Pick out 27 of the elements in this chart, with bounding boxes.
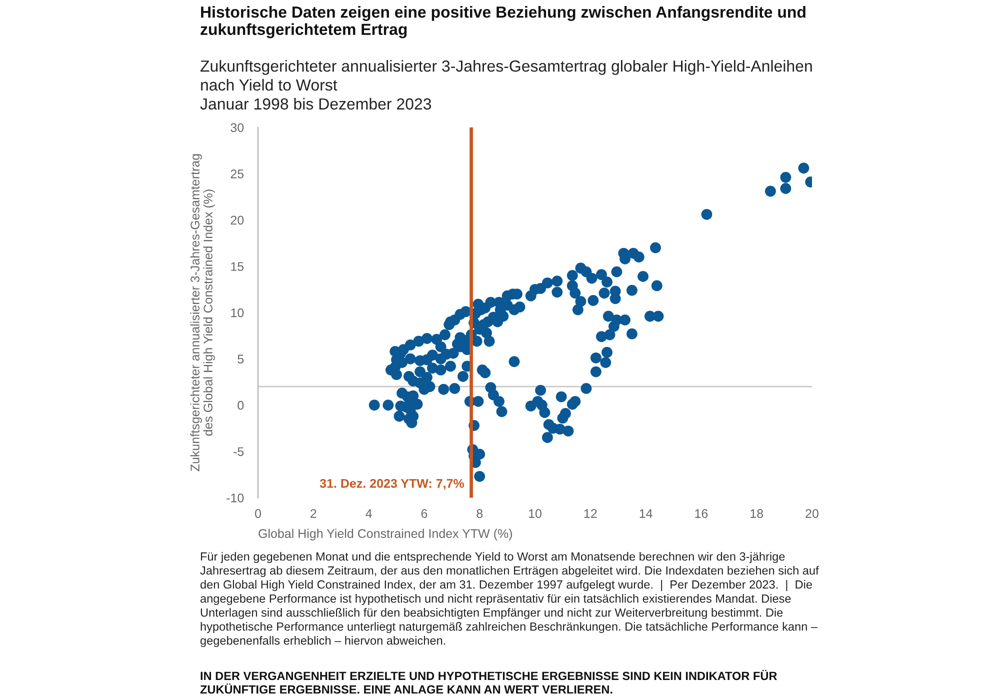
x-tick-label: 0 [255,509,261,518]
text: Für jeden gegebenen Monat und die entsprechende Yield to Worst am Monatsende berechnen wir den 3-jährige Jahresertrag ab diesem Zeitraum, der aus den monatlichen Erträgen abgeleitet wird. Die Indexdaten beziehen sich auf den Global High Yield Constrained Index, der am 31. Dezember 1997 aufgelegt wurde. | Per Dezember 2023. | Die angegebene Performance ist hypothetisch und nicht repräsentativ für ein tatsächlich existierendes Mandat. Diese Unterlagen sind ausschließlich für den beabsichtigten Empfänger und nicht zur Weiterverbreitung bestimmt. Die hypothetische Performance unterliegt naturgemäß zahlreichen Beschränkungen. Die tatsächliche Performance kann – gegebenenfalls erheblich – hiervon abweichen. [200,552,819,648]
x-tick-label: 12 [584,509,597,518]
x-tick-label: 10 [529,509,542,518]
x-tick-label: 8 [476,509,483,518]
x-tick-label: 20 [806,509,818,518]
y-tick-label: 5 [238,354,244,364]
y-tick-label: 25 [230,169,244,178]
y-tick-label: 15 [231,262,244,271]
chart-subtitle: Zukunftsgerichteter annualisierter 3-Jahres-Gesamtertrag globaler High-Yield-Anleihen nach Yield to Worst Januar 1998 bis Dezember 2023 [200,60,812,110]
y-axis-title: Zukunftsgerichteter annualisierter 3-Jahres-Gesamtertrag des Global High Yield Constrained Index (%) [190,154,215,472]
y-tick-label: 10 [231,308,244,318]
y-tick-label: 30 [230,123,244,132]
y-tick-label: -10 [226,494,244,502]
ref-line-label: 31. Dez. 2023 YTW: 7,7% [320,478,464,490]
x-axis-title: Global High Yield Constrained Index YTW (%) [258,528,512,540]
text: IN DER VERGANGENHEIT ERZIELTE UND HYPOTHETISCHE ERGEBNISSE SIND KEIN INDIKATOR FÜR ZUKÜNFTIGE ERGEBNISSE. EINE ANLAGE KANN AN WERT VERLIEREN. [200,670,777,694]
y-tick-label: 0 [238,400,244,410]
x-tick-label: 2 [310,509,316,518]
x-tick-label: 18 [750,509,764,518]
x-tick-label: 4 [366,509,372,518]
x-tick-label: 6 [421,509,428,518]
y-tick-label: -5 [234,447,244,456]
x-tick-label: 16 [695,509,708,518]
y-tick-label: 20 [230,216,244,225]
chart-title: Historische Daten zeigen eine positive Beziehung zwischen Anfangsrendite und zukunftsgerichtetem Ertrag [200,6,806,38]
x-tick-label: 14 [640,509,652,518]
